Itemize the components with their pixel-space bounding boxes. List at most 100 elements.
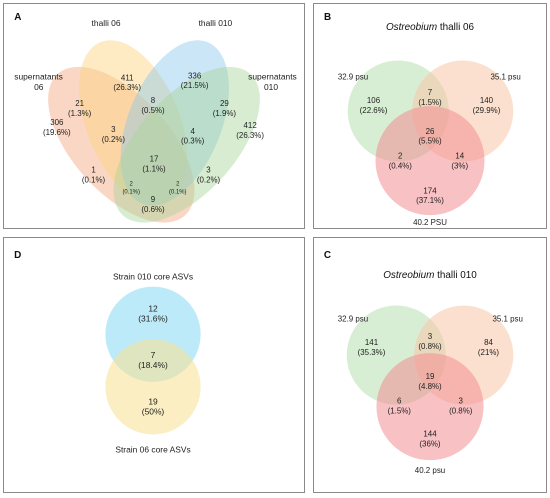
region-percent: (29.9%) [473, 106, 501, 115]
label-supernatants-06-line1: supernatants [14, 71, 63, 81]
region-percent: (37.1%) [416, 196, 444, 205]
label-32-9-psu: 32.9 psu [338, 72, 368, 81]
region-percent: (0.4%) [389, 162, 413, 171]
panel-title-b: Ostreobium thalli 06 [386, 22, 475, 33]
venn-two-set: D Strain 010 core ASVs Strain 06 core AS… [14, 250, 201, 454]
region-percent: (0.2%) [197, 175, 221, 184]
venn-four-set: A supernatants 06 thalli 06 thalli 010 s… [14, 12, 297, 223]
panel-b: B Ostreobium thalli 06 32.9 psu 35.1 psu… [313, 3, 547, 229]
region-percent: (1.9%) [213, 109, 237, 118]
label-40-2-psu: 40.2 psu [415, 466, 445, 475]
region-counts: 106(22.6%) 7(1.5%) 140(29.9%) 26(5.5%) 2(0.4… [360, 88, 501, 205]
label-thalli-010: thalli 010 [199, 18, 233, 28]
region-count: 19 [426, 372, 435, 381]
region-percent: (31.6%) [138, 313, 168, 323]
region-percent: (26.3%) [113, 83, 141, 92]
region-count: 336 [188, 71, 202, 80]
title-italic-b: Ostreobium [386, 22, 437, 33]
set-strain-06 [105, 339, 201, 435]
region-count: 411 [121, 73, 134, 82]
region-percent: (19.6%) [43, 128, 71, 137]
region-percent: (26.3%) [236, 131, 264, 140]
region-count: 140 [480, 96, 494, 105]
region-percent: (0.2%) [102, 135, 126, 144]
region-count: 8 [151, 96, 156, 105]
region-percent: (0.5%) [141, 106, 165, 115]
region-percent: (0.1%) [122, 189, 140, 195]
region-percent: (1.1%) [142, 165, 166, 174]
region-counts: 12(31.6%) 7(18.4%) 19(50%) [138, 303, 168, 416]
region-count: 19 [148, 397, 158, 407]
region-percent: (0.8%) [418, 342, 442, 351]
label-supernatants-06-line2: 06 [34, 82, 44, 92]
set-thalli-06 [79, 40, 188, 206]
region-count: 84 [484, 338, 493, 347]
region-percent: (0.1%) [169, 189, 187, 195]
venn-three-set-c: C Ostreobium thalli 010 32.9 psu 35.1 ps… [324, 250, 523, 475]
region-percent: (1.5%) [418, 98, 442, 107]
set-40-2-psu [375, 106, 485, 216]
region-count: 3 [206, 165, 211, 174]
region-percent: (0.3%) [181, 137, 205, 146]
region-count: 14 [455, 152, 464, 161]
label-35-1-psu: 35.1 psu [492, 314, 522, 323]
region-count: 2 [398, 152, 402, 161]
region-count: 3 [459, 397, 464, 406]
region-percent: (0.1%) [82, 175, 106, 184]
region-percent: (50%) [142, 407, 165, 417]
region-count: 26 [426, 127, 435, 136]
region-count: 7 [428, 88, 432, 97]
region-percent: (36%) [419, 439, 440, 448]
region-count: 412 [244, 121, 257, 130]
panel-letter-c: C [324, 250, 331, 261]
region-percent: (0.8%) [449, 407, 473, 416]
region-count: 174 [423, 186, 437, 195]
panel-a: A supernatants 06 thalli 06 thalli 010 s… [3, 3, 305, 229]
region-percent: (3%) [451, 162, 468, 171]
region-percent: (1.3%) [68, 109, 92, 118]
set-thalli-010 [120, 40, 229, 206]
panel-d: D Strain 010 core ASVs Strain 06 core AS… [3, 237, 305, 493]
region-count: 3 [111, 125, 116, 134]
region-count: 12 [148, 303, 158, 313]
region-count: 21 [75, 99, 84, 108]
region-count: 3 [428, 332, 433, 341]
set-40-2-psu [376, 353, 484, 461]
title-rest-c: thalli 010 [434, 270, 477, 281]
region-count: 2 [130, 181, 133, 187]
label-strain-06: Strain 06 core ASVs [115, 444, 190, 454]
set-supernatants-06 [48, 66, 195, 223]
venn-three-set-b: B Ostreobium thalli 06 32.9 psu 35.1 psu… [324, 12, 521, 227]
region-count: 29 [220, 99, 229, 108]
region-percent: (4.8%) [418, 382, 442, 391]
label-35-1-psu: 35.1 psu [490, 72, 520, 81]
region-percent: (35.3%) [358, 348, 386, 357]
region-percent: (0.6%) [141, 205, 165, 214]
region-percent: (22.6%) [360, 106, 388, 115]
region-counts: 306(19.6%)411(26.3%)336(21.5%)412(26.3%)… [43, 71, 264, 214]
region-percent: (1.5%) [388, 407, 412, 416]
region-count: 2 [176, 181, 179, 187]
region-count: 306 [50, 118, 64, 127]
label-32-9-psu: 32.9 psu [338, 314, 368, 323]
set-supernatants-010 [113, 66, 260, 223]
region-counts: 141(35.3%)3(0.8%) 84(21%)19(4.8%)6(1.5%)3… [358, 332, 500, 448]
label-strain-010: Strain 010 core ASVs [113, 272, 193, 282]
label-supernatants-010-line2: 010 [264, 82, 278, 92]
label-thalli-06: thalli 06 [92, 18, 121, 28]
panel-letter-a: A [14, 12, 21, 23]
region-percent: (5.5%) [418, 137, 442, 146]
title-rest-b: thalli 06 [437, 22, 474, 33]
region-count: 1 [91, 165, 96, 174]
panel-c: C Ostreobium thalli 010 32.9 psu 35.1 ps… [313, 237, 547, 493]
region-percent: (21.5%) [181, 81, 209, 90]
region-count: 7 [151, 350, 156, 360]
region-count: 106 [367, 96, 381, 105]
region-count: 9 [151, 195, 156, 204]
region-percent: (21%) [478, 348, 499, 357]
label-40-2-psu: 40.2 PSU [413, 218, 447, 227]
title-italic-c: Ostreobium [383, 270, 434, 281]
label-supernatants-010-line1: supernatants [248, 71, 297, 81]
panel-letter-b: B [324, 12, 331, 23]
region-count: 141 [365, 338, 379, 347]
